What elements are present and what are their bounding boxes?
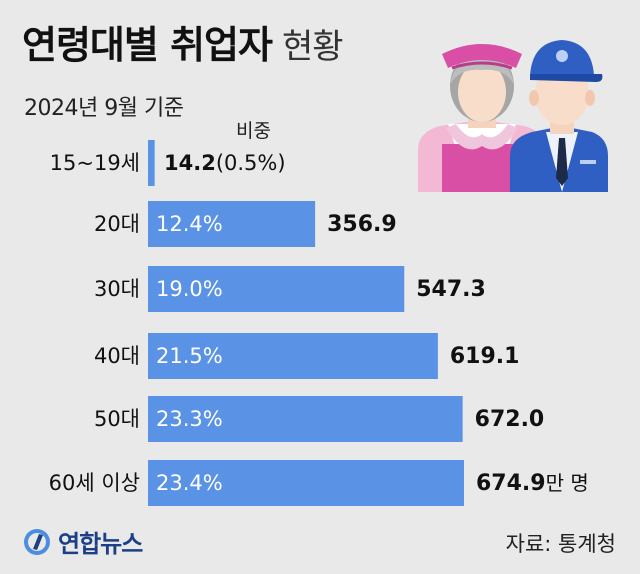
title-strong: 연령대별 취업자 bbox=[22, 23, 273, 67]
share-label-3: 21.5% bbox=[156, 344, 223, 368]
value-label-0: 14.2(0.5%) bbox=[164, 151, 286, 175]
woman-worker-icon bbox=[418, 44, 546, 192]
share-label-1: 12.4% bbox=[156, 212, 223, 236]
share-label-5: 23.4% bbox=[156, 471, 223, 495]
bar-4 bbox=[148, 396, 463, 442]
logo-text: 연합뉴스 bbox=[58, 530, 143, 558]
share-column-header: 비중 bbox=[236, 120, 271, 142]
bar-3 bbox=[148, 333, 438, 379]
category-label-4: 50대 bbox=[94, 407, 140, 431]
value-label-3: 619.1 bbox=[450, 344, 520, 369]
share-label-0: (0.5%) bbox=[216, 151, 286, 175]
bar-2 bbox=[148, 266, 405, 312]
share-label-4: 23.3% bbox=[156, 407, 223, 431]
workers-illustration bbox=[418, 40, 608, 192]
man-worker-icon bbox=[510, 40, 608, 192]
yonhap-logo-icon bbox=[24, 528, 50, 555]
value-label-2: 547.3 bbox=[416, 277, 486, 302]
source-note: 자료: 통계청 bbox=[505, 532, 616, 556]
value-label-4: 672.0 bbox=[475, 407, 545, 432]
chart-title: 연령대별 취업자 현황 bbox=[22, 14, 344, 69]
title-light: 현황 bbox=[281, 27, 344, 67]
category-label-1: 20대 bbox=[94, 212, 140, 236]
bar-0 bbox=[148, 140, 155, 186]
value-label-5: 674.9만 명 bbox=[476, 471, 589, 496]
unit-label: 만 명 bbox=[546, 471, 589, 495]
share-label-2: 19.0% bbox=[156, 277, 223, 301]
yonhap-logo: 연합뉴스 bbox=[22, 524, 143, 559]
value-label-1: 356.9 bbox=[327, 212, 397, 237]
category-label-3: 40대 bbox=[94, 344, 140, 368]
subtitle: 2024년 9월 기준 bbox=[24, 96, 184, 121]
category-label-5: 60세 이상 bbox=[49, 471, 140, 495]
category-label-2: 30대 bbox=[94, 277, 140, 301]
bar-1 bbox=[148, 201, 316, 247]
category-label-0: 15~19세 bbox=[50, 151, 140, 175]
bar-5 bbox=[148, 460, 464, 506]
